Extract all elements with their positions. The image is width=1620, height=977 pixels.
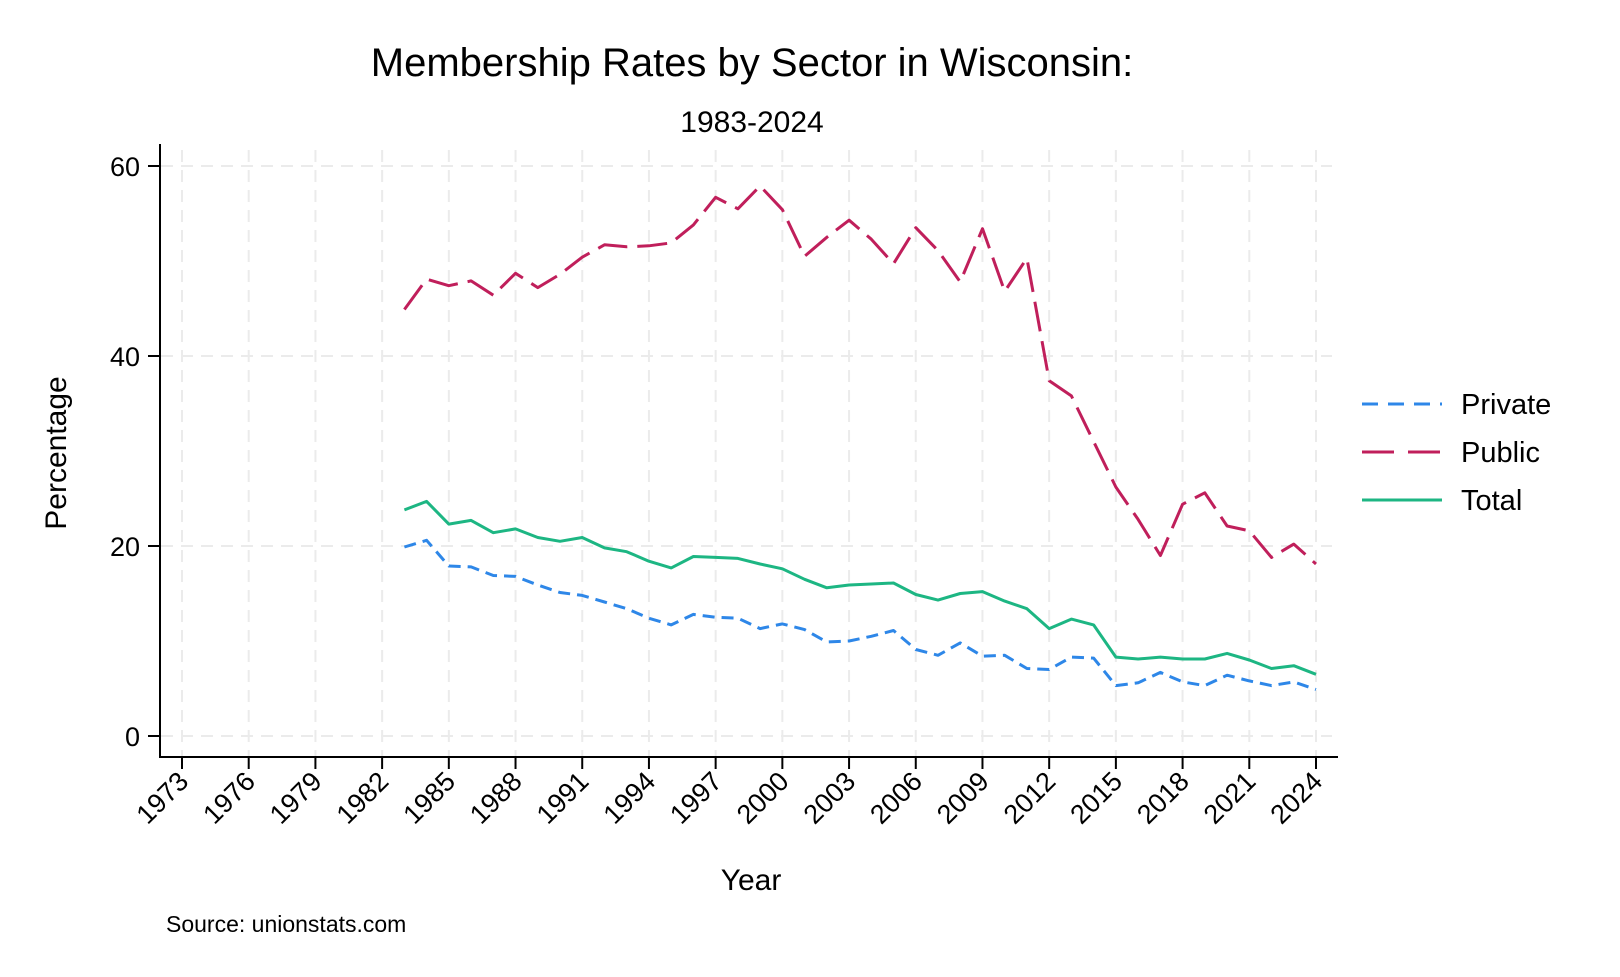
x-tick-label: 1985 [397,766,461,830]
legend: Private Public Total [1362,389,1551,517]
x-tick-label: 2006 [864,766,928,830]
chart-subtitle: 1983-2024 [680,106,823,139]
axes [148,144,1338,769]
tick-labels: 0 20 40 60 1973 1976 1979 1982 1985 1988 1991 1994 1… [110,152,1328,830]
x-tick-label: 1997 [664,766,728,830]
x-tick-label: 2012 [998,766,1062,830]
x-tick-label: 1988 [464,766,528,830]
y-tick-label: 20 [110,532,140,562]
series-lines [403,184,1318,691]
x-tick-label: 1973 [131,766,195,830]
y-tick-label: 0 [125,722,140,752]
legend-label-total: Total [1461,485,1522,517]
gridlines [161,150,1332,756]
source-note: Source: unionstats.com [166,911,406,937]
y-tick-label: 40 [110,342,140,372]
legend-label-public: Public [1461,437,1540,469]
x-tick-label: 2003 [798,766,862,830]
x-tick-label: 2015 [1064,766,1128,830]
x-tick-label: 2009 [931,766,995,830]
legend-label-private: Private [1461,389,1551,421]
x-tick-label: 1994 [597,766,661,830]
chart-title: Membership Rates by Sector in Wisconsin: [371,41,1134,85]
series-line-public [403,184,1318,566]
x-tick-label: 2024 [1265,766,1329,830]
x-tick-label: 1991 [531,766,595,830]
x-tick-label: 1982 [331,766,395,830]
x-tick-label: 2018 [1131,766,1195,830]
x-tick-label: 1976 [197,766,261,830]
x-tick-label: 2000 [731,766,795,830]
y-tick-label: 60 [110,152,140,182]
series-line-private [403,538,1317,691]
x-tick-label: 2021 [1198,766,1262,830]
y-axis-title: Percentage [40,376,73,529]
x-tick-label: 1979 [264,766,328,830]
series-line-total [403,499,1317,676]
x-axis-title: Year [721,864,782,897]
